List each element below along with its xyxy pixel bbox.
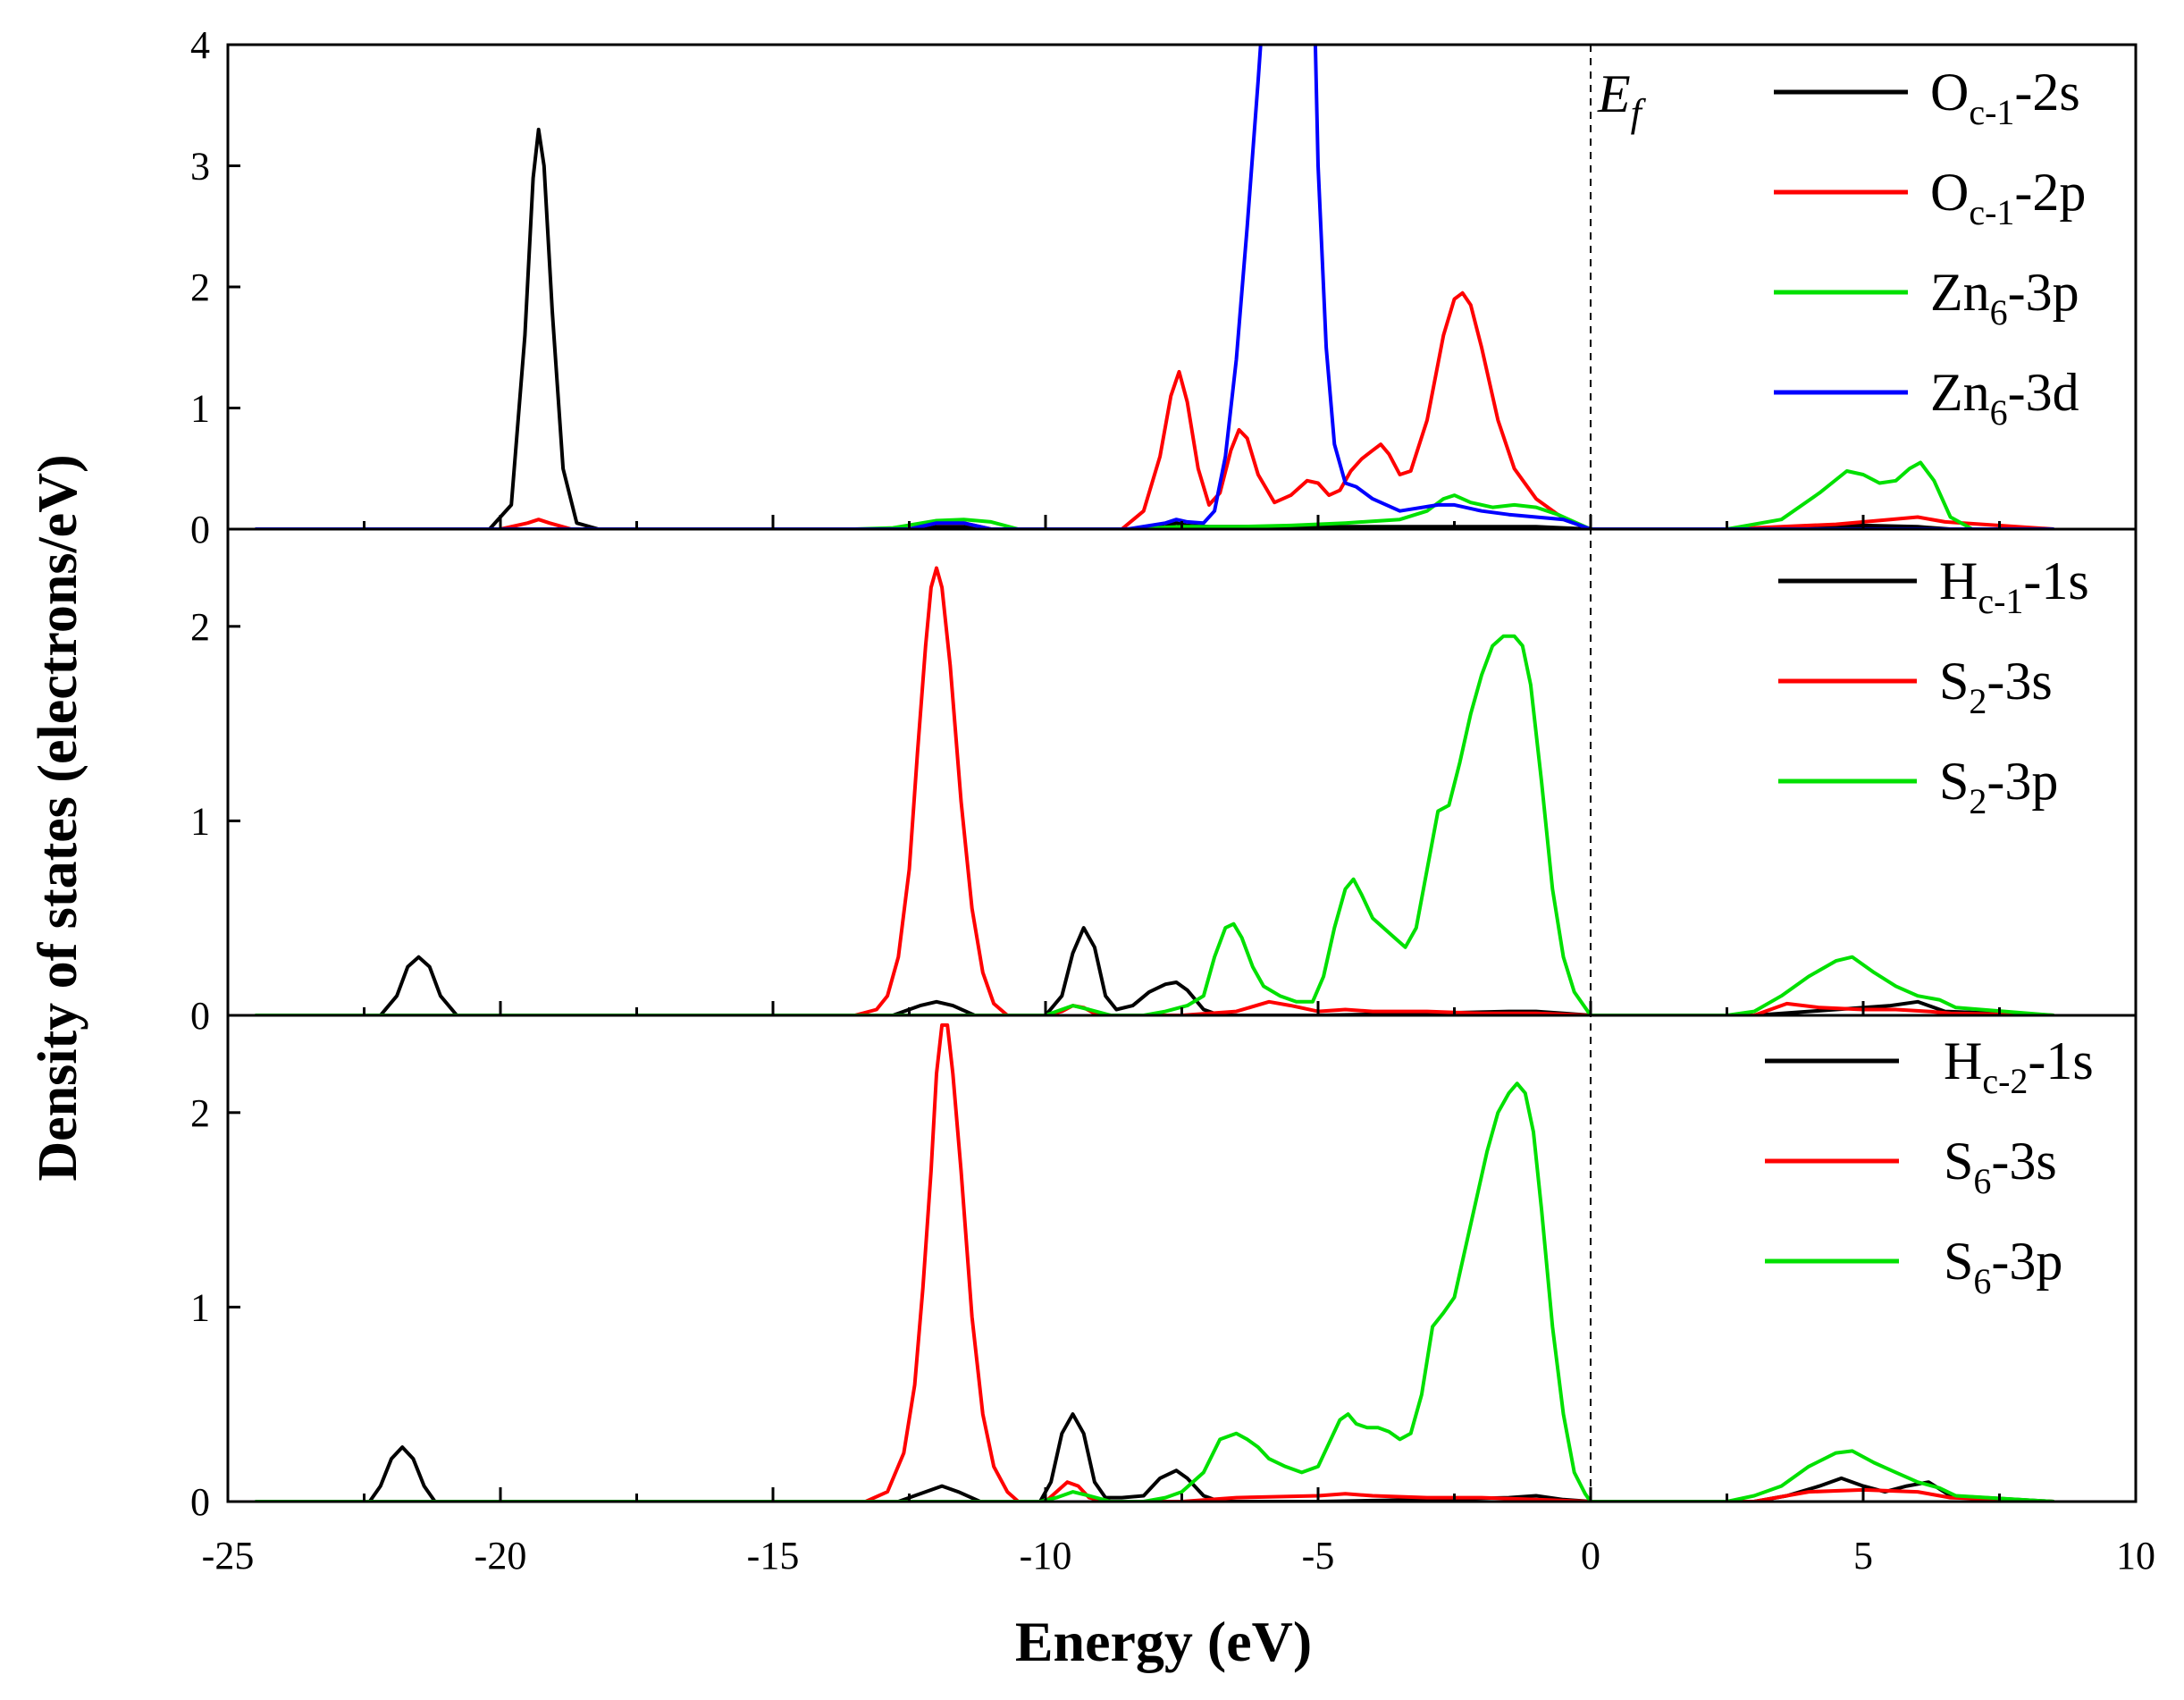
x-tick-label: -10: [1020, 1534, 1072, 1578]
series-line-s2-3s: [255, 566, 2054, 1015]
legend-label: Hc-2-1s: [1944, 1031, 2094, 1101]
y-tick-label: 0: [190, 508, 210, 551]
y-tick-label: 2: [190, 1091, 210, 1135]
x-tick-label: -25: [202, 1534, 255, 1578]
legend-label: Hc-1-1s: [1939, 551, 2089, 621]
legend-label: Zn6-3d: [1930, 363, 2079, 433]
panel-frame: [226, 527, 2138, 1017]
legend-label: Oc-1-2s: [1930, 63, 2080, 132]
legend-label: S2-3s: [1939, 652, 2053, 721]
series-line-s2-3p: [255, 634, 2054, 1015]
y-tick-label: 3: [190, 145, 210, 189]
y-tick-label: 4: [190, 23, 210, 67]
y-tick-label: 2: [190, 265, 210, 309]
series-line-hc-1-1s: [255, 926, 2054, 1015]
x-tick-label: 0: [1581, 1534, 1600, 1578]
x-axis-label: Energy (eV): [1015, 1610, 1312, 1673]
y-tick-label: 0: [190, 1480, 210, 1524]
legend-label: S6-3s: [1944, 1132, 2057, 1201]
legend-label: Zn6-3p: [1930, 263, 2079, 332]
fermi-level-label: Ef: [1597, 64, 1647, 135]
x-tick-label: 10: [2116, 1534, 2155, 1578]
legend-label: Oc-1-2p: [1930, 163, 2086, 232]
panel-frame: [226, 1014, 2138, 1503]
x-tick-label: -20: [475, 1534, 527, 1578]
y-tick-label: 1: [190, 1285, 210, 1329]
series-line-s6-3p: [255, 1081, 2054, 1502]
x-tick-label: 5: [1853, 1534, 1873, 1578]
x-tick-label: -5: [1302, 1534, 1335, 1578]
y-tick-label: 0: [190, 994, 210, 1038]
y-axis-label: Density of states (electrons/eV): [28, 454, 88, 1181]
y-tick-label: 1: [190, 387, 210, 431]
legend-label: S6-3p: [1944, 1232, 2062, 1301]
y-tick-label: 2: [190, 605, 210, 649]
legend-label: S2-3p: [1939, 752, 2058, 821]
y-tick-label: 1: [190, 799, 210, 843]
series-line-hc-2-1s: [255, 1412, 2054, 1502]
series-line-zn6-3d: [255, 45, 2054, 529]
x-tick-label: -15: [747, 1534, 800, 1578]
